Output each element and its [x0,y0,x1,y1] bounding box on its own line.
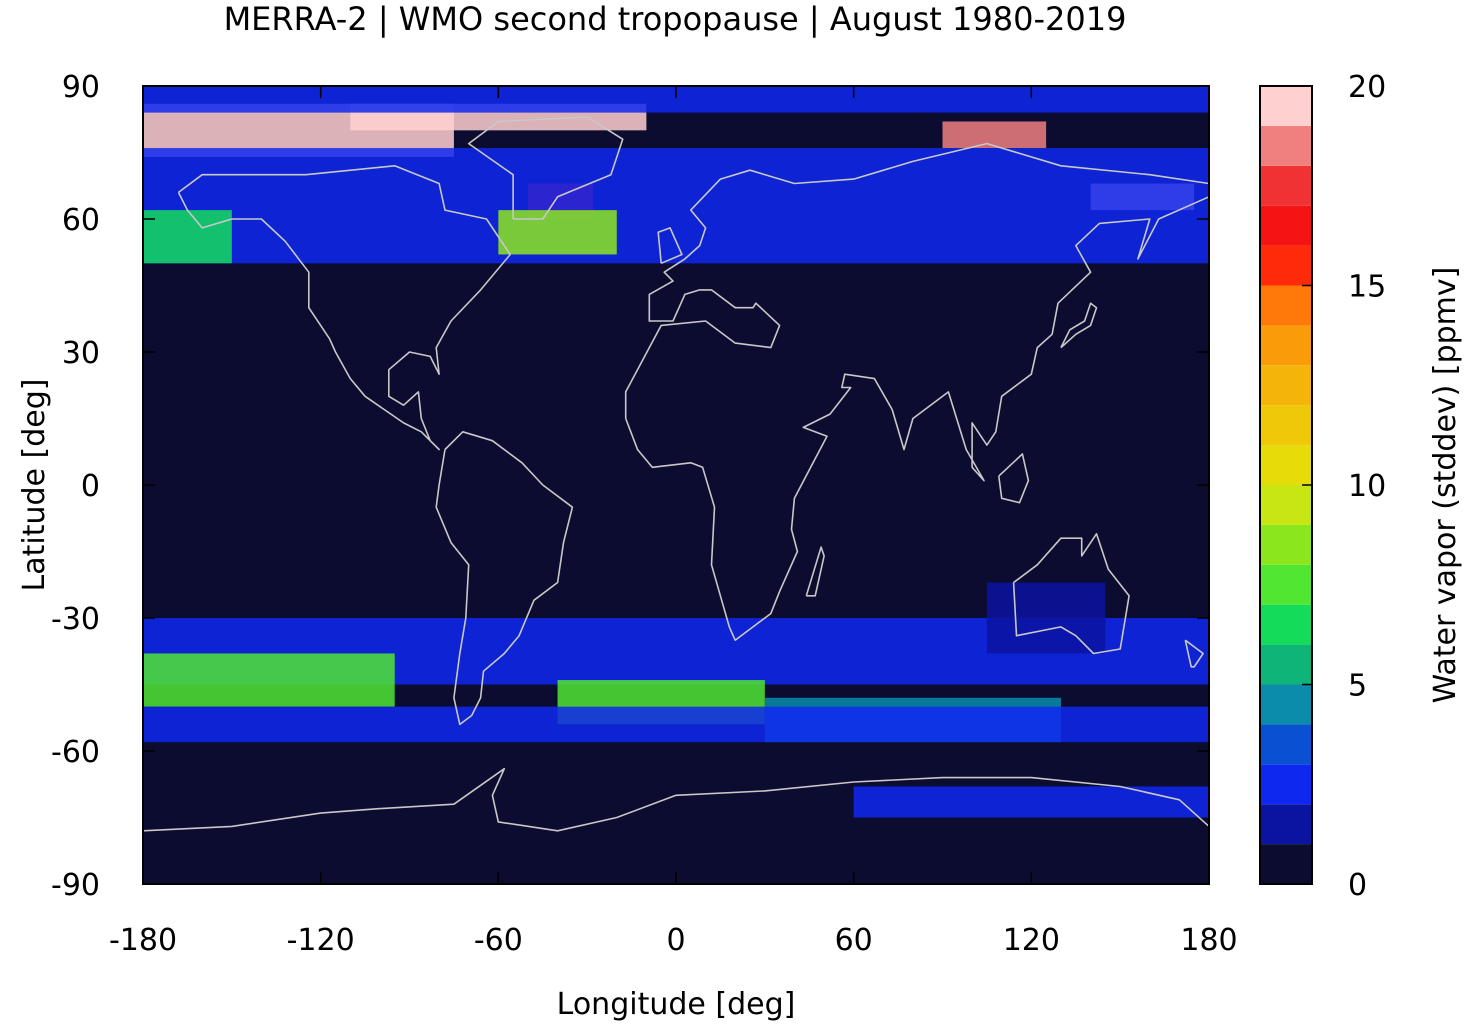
colorbar-segment [1260,285,1312,326]
x-tick-label: 0 [666,923,685,958]
x-axis-label: Longitude [deg] [557,987,796,1022]
colorbar-segment [1260,245,1312,286]
y-tick-label: 0 [81,469,100,504]
colorbar-segment [1260,844,1312,884]
colorbar-segment [1260,485,1312,525]
x-tick-label: 180 [1180,923,1237,958]
colorbar-axis: 0 5 10 15 20 [1302,70,1386,903]
colorbar-tick-label: 10 [1348,469,1386,504]
colorbar-segment [1260,205,1312,246]
y-axis: 90 60 30 0 -30 -60 -90 [51,70,1209,903]
colorbar-segment [1260,405,1312,446]
colorbar-tick-label: 5 [1348,669,1367,704]
heatmap-cell [143,653,395,707]
colorbar-segment [1260,325,1312,366]
coastline-new-zealand [1184,639,1204,668]
colorbar-tick-label: 0 [1348,868,1367,903]
colorbar-segment [1260,764,1312,805]
colorbar-tick-label: 15 [1348,270,1386,305]
x-tick-label: -120 [287,923,355,958]
coastline-north-america [177,165,512,451]
y-axis-label: Latitude [deg] [17,379,52,592]
coastline-uk [657,227,683,265]
colorbar-segment [1260,644,1312,685]
colorbar-segment [1260,804,1312,845]
coastline-south-america [435,430,574,726]
coastline-japan [1060,302,1098,349]
heatmap-cell [853,786,1209,818]
colorbar-segment [1260,125,1312,166]
heatmap-cell [143,210,232,264]
heatmap-cell [942,121,1047,149]
coastline-antarctica [143,767,1209,832]
colorbar-segment [1260,524,1312,565]
x-tick-label: -180 [109,923,177,958]
colorbar-segment [1260,564,1312,605]
colorbar-label: Water vapor (stddev) [ppmv] [1428,267,1463,704]
colorbar-segment [1260,604,1312,645]
y-tick-label: -30 [51,602,100,637]
x-tick-label: 120 [1003,923,1060,958]
colorbar [1260,86,1312,884]
colorbar-segment [1260,86,1312,126]
x-tick-label: 60 [835,923,873,958]
coastline-borneo [998,453,1030,504]
colorbar-frame [1259,85,1313,885]
y-tick-label: 90 [62,70,100,105]
heatmap-cell [143,148,1209,264]
chart-title: MERRA-2 | WMO second tropopause | August… [224,0,1127,38]
x-axis: -180 -120 -60 0 60 120 180 [109,86,1238,958]
heatmap-cell [986,582,1106,654]
heatmap-fields [143,86,1209,818]
coastlines [143,116,1209,832]
coastline-madagascar [805,546,825,597]
heatmap-cell [498,210,617,255]
coastline-africa-eurasia [624,142,1209,642]
heatmap-cell [143,706,1209,743]
colorbar-segment [1260,724,1312,765]
coastline-australia [1012,532,1130,655]
colorbar-segment [1260,684,1312,725]
y-tick-label: -90 [51,868,100,903]
coastline-greenland [467,116,624,220]
y-tick-label: 30 [62,336,100,371]
colorbar-tick-label: 20 [1348,70,1386,105]
colorbar-segment [1260,365,1312,406]
colorbar-segment [1260,165,1312,206]
x-tick-label: -60 [474,923,523,958]
colorbar-segment [1260,445,1312,485]
y-tick-label: -60 [51,735,100,770]
y-tick-label: 60 [62,203,100,238]
